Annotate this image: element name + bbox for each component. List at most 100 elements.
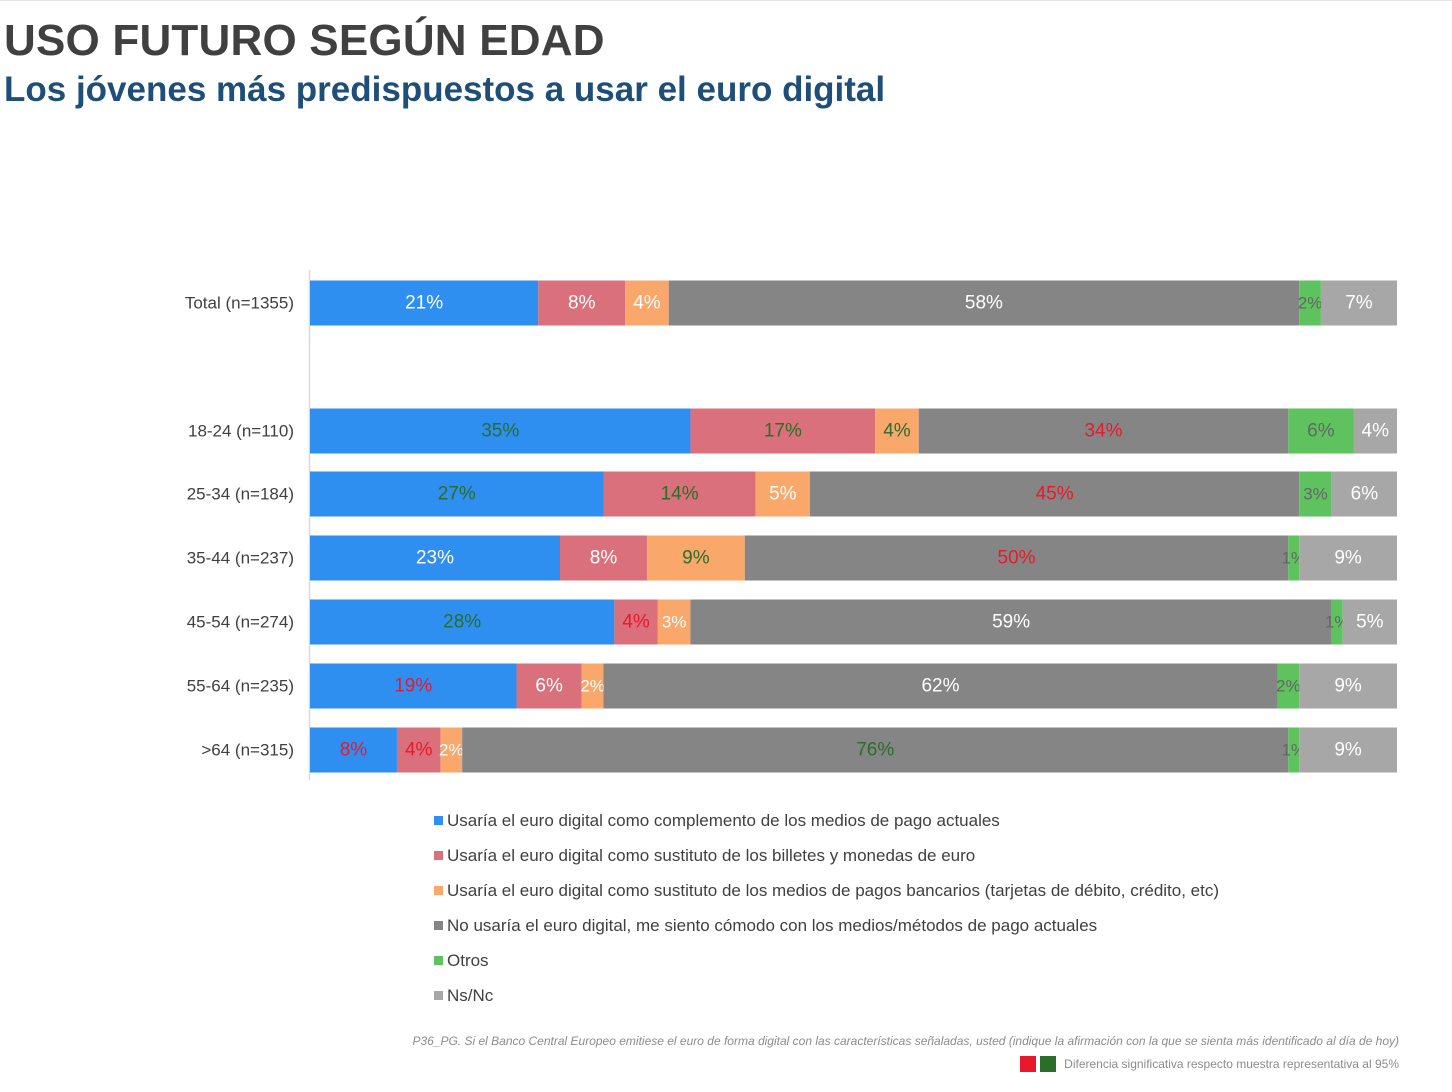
data-label: 45% bbox=[1036, 484, 1074, 505]
category-label: Total (n=1355) bbox=[185, 294, 294, 313]
bar-segment bbox=[310, 471, 604, 517]
data-label: 14% bbox=[661, 484, 699, 505]
bar-segment bbox=[1342, 599, 1397, 645]
bar-segment bbox=[646, 535, 745, 581]
bar-segment bbox=[744, 535, 1289, 581]
data-label: 8% bbox=[340, 740, 368, 761]
data-label: 35% bbox=[481, 421, 519, 442]
data-label: 34% bbox=[1084, 421, 1122, 442]
bar-segment bbox=[603, 663, 1278, 709]
bar-segment bbox=[1288, 727, 1300, 773]
data-label: 23% bbox=[416, 548, 454, 569]
category-label: 45-54 (n=274) bbox=[187, 613, 294, 632]
category-label: 55-64 (n=235) bbox=[187, 677, 294, 696]
bar-segment bbox=[1288, 535, 1300, 581]
data-label: 9% bbox=[1334, 676, 1362, 697]
bar-segment bbox=[875, 408, 919, 454]
data-label: 4% bbox=[622, 612, 650, 633]
data-label: 62% bbox=[921, 676, 959, 697]
bar-segment bbox=[1353, 408, 1397, 454]
legend-swatch bbox=[434, 956, 443, 965]
bar-segment bbox=[310, 727, 397, 773]
bar-segment bbox=[1331, 471, 1397, 517]
bar-segment bbox=[1299, 471, 1332, 517]
category-label: 18-24 (n=110) bbox=[188, 422, 294, 441]
data-label: 2% bbox=[580, 677, 605, 696]
bar-segment bbox=[462, 727, 1289, 773]
bar-segment bbox=[1320, 280, 1397, 326]
legend-item: Usaría el euro digital como complemento … bbox=[434, 803, 1219, 838]
bar-segment bbox=[690, 599, 1332, 645]
bar-segment bbox=[310, 663, 517, 709]
data-label: 3% bbox=[662, 613, 687, 632]
data-label: 76% bbox=[856, 740, 894, 761]
legend-item: No usaría el euro digital, me siento cóm… bbox=[434, 908, 1219, 943]
bar-segment bbox=[603, 471, 756, 517]
data-label: 8% bbox=[590, 548, 618, 569]
data-label: 21% bbox=[405, 293, 443, 314]
bar-segment bbox=[1331, 599, 1343, 645]
legend-label: Usaría el euro digital como complemento … bbox=[447, 810, 1000, 830]
bars-group: Total (n=1355) 21% 8% 4% 58% 2% 7% 18-24 (n=110… bbox=[185, 280, 1397, 773]
bar-segment bbox=[1299, 280, 1321, 326]
legend-item: Otros bbox=[434, 943, 1219, 978]
data-label: 4% bbox=[883, 421, 911, 442]
data-label: 58% bbox=[965, 293, 1003, 314]
bar-segment bbox=[657, 599, 691, 645]
bar-segment bbox=[310, 599, 615, 645]
legend-swatch bbox=[434, 816, 443, 825]
bar-segment bbox=[690, 408, 876, 454]
data-label: 6% bbox=[1307, 421, 1335, 442]
data-label: 6% bbox=[1351, 484, 1379, 505]
data-label: 4% bbox=[405, 740, 433, 761]
data-label: 9% bbox=[1334, 548, 1362, 569]
significance-text: Diferencia significativa respecto muestr… bbox=[1064, 1057, 1399, 1071]
question-footnote: P36_PG. Si el Banco Central Europeo emit… bbox=[412, 1034, 1399, 1048]
data-label: 4% bbox=[1362, 421, 1390, 442]
data-label: 2% bbox=[1298, 294, 1323, 313]
page-subtitle: Los jóvenes más predispuestos a usar el … bbox=[4, 70, 886, 109]
legend-swatch bbox=[434, 921, 443, 930]
data-label: 4% bbox=[633, 293, 661, 314]
bar-segment bbox=[810, 471, 1300, 517]
bar-segment bbox=[1299, 535, 1397, 581]
legend-label: Ns/Nc bbox=[447, 985, 494, 1005]
data-label: 3% bbox=[1303, 485, 1328, 504]
legend-swatch bbox=[434, 851, 443, 860]
page-title: USO FUTURO SEGÚN EDAD bbox=[4, 16, 605, 65]
data-label: 7% bbox=[1345, 293, 1373, 314]
data-label: 2% bbox=[1276, 677, 1301, 696]
legend-item: Usaría el euro digital como sustituto de… bbox=[434, 873, 1219, 908]
bar-segment bbox=[625, 280, 669, 326]
data-label: 5% bbox=[1356, 612, 1384, 633]
legend-swatch bbox=[434, 886, 443, 895]
data-label: 28% bbox=[443, 612, 481, 633]
data-label: 6% bbox=[535, 676, 563, 697]
significance-note: Diferencia significativa respecto muestr… bbox=[1020, 1056, 1399, 1072]
category-label: >64 (n=315) bbox=[201, 741, 294, 760]
bar-segment bbox=[614, 599, 658, 645]
stacked-bar-chart: Total (n=1355) 21% 8% 4% 58% 2% 7% 18-24 (n=110… bbox=[185, 270, 1397, 780]
bar-segment bbox=[668, 280, 1300, 326]
bar-segment bbox=[581, 663, 604, 709]
bar-segment bbox=[918, 408, 1289, 454]
significance-green-swatch bbox=[1040, 1056, 1057, 1072]
data-label: 9% bbox=[1334, 740, 1362, 761]
data-label: 59% bbox=[992, 612, 1030, 633]
bar-segment bbox=[560, 535, 647, 581]
bar-segment bbox=[396, 727, 441, 773]
bar-segment bbox=[538, 280, 626, 326]
legend-swatch bbox=[434, 991, 443, 1000]
data-label: 17% bbox=[764, 421, 802, 442]
significance-red-swatch bbox=[1020, 1056, 1037, 1072]
legend-label: Usaría el euro digital como sustituto de… bbox=[447, 845, 976, 865]
data-label: 19% bbox=[394, 676, 432, 697]
legend-label: Usaría el euro digital como sustituto de… bbox=[447, 880, 1220, 900]
bar-segment bbox=[1299, 727, 1397, 773]
data-label: 5% bbox=[769, 484, 797, 505]
bar-segment bbox=[310, 408, 691, 454]
bar-segment bbox=[755, 471, 811, 517]
category-label: 35-44 (n=237) bbox=[187, 549, 294, 568]
bar-segment bbox=[440, 727, 463, 773]
bar-segment bbox=[1277, 663, 1300, 709]
